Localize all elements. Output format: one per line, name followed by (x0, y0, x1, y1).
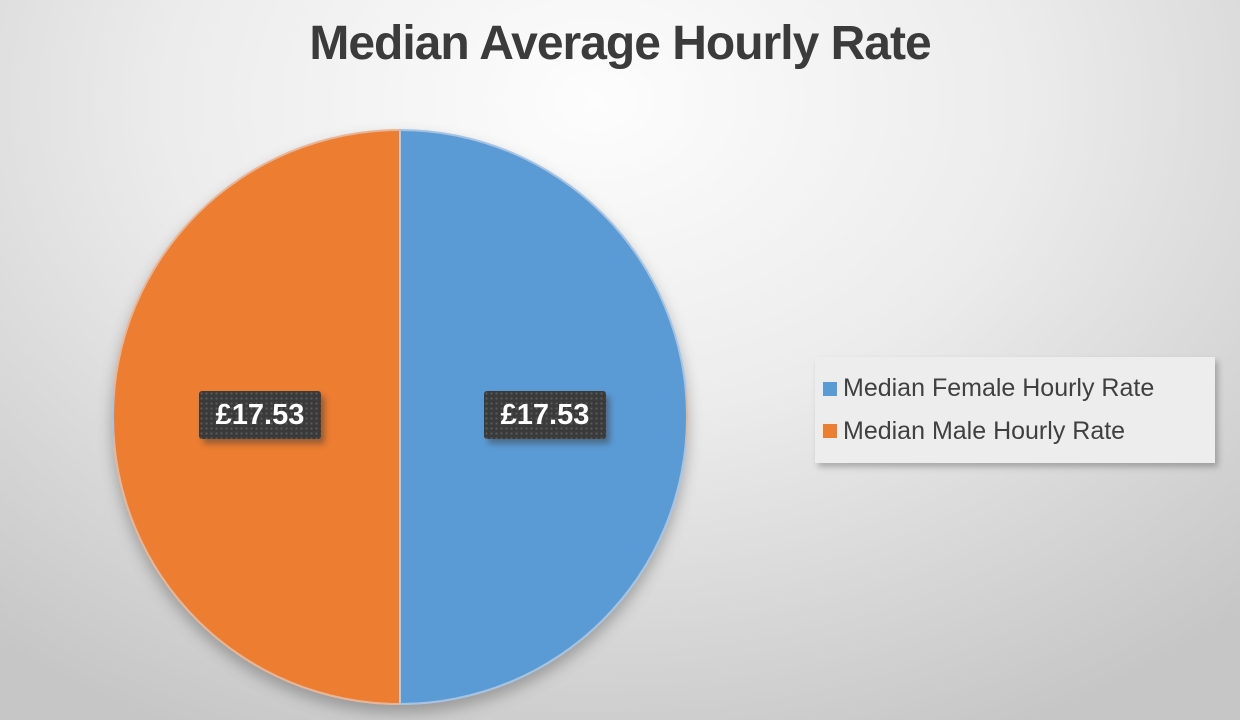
pie-slice-divider (399, 131, 401, 703)
legend-item-male: Median Male Hourly Rate (823, 417, 1207, 446)
legend-label-female: Median Female Hourly Rate (843, 374, 1155, 403)
legend-label-male: Median Male Hourly Rate (843, 416, 1126, 445)
legend-marker-male (823, 424, 837, 439)
data-label-male: £17.53 (199, 391, 321, 439)
legend-item-female: Median Female Hourly Rate (823, 374, 1207, 403)
chart-title: Median Average Hourly Rate (309, 17, 931, 70)
legend-marker-female (823, 381, 837, 396)
data-label-female: £17.53 (484, 391, 606, 439)
legend: Median Female Hourly Rate Median Male Ho… (815, 357, 1215, 463)
